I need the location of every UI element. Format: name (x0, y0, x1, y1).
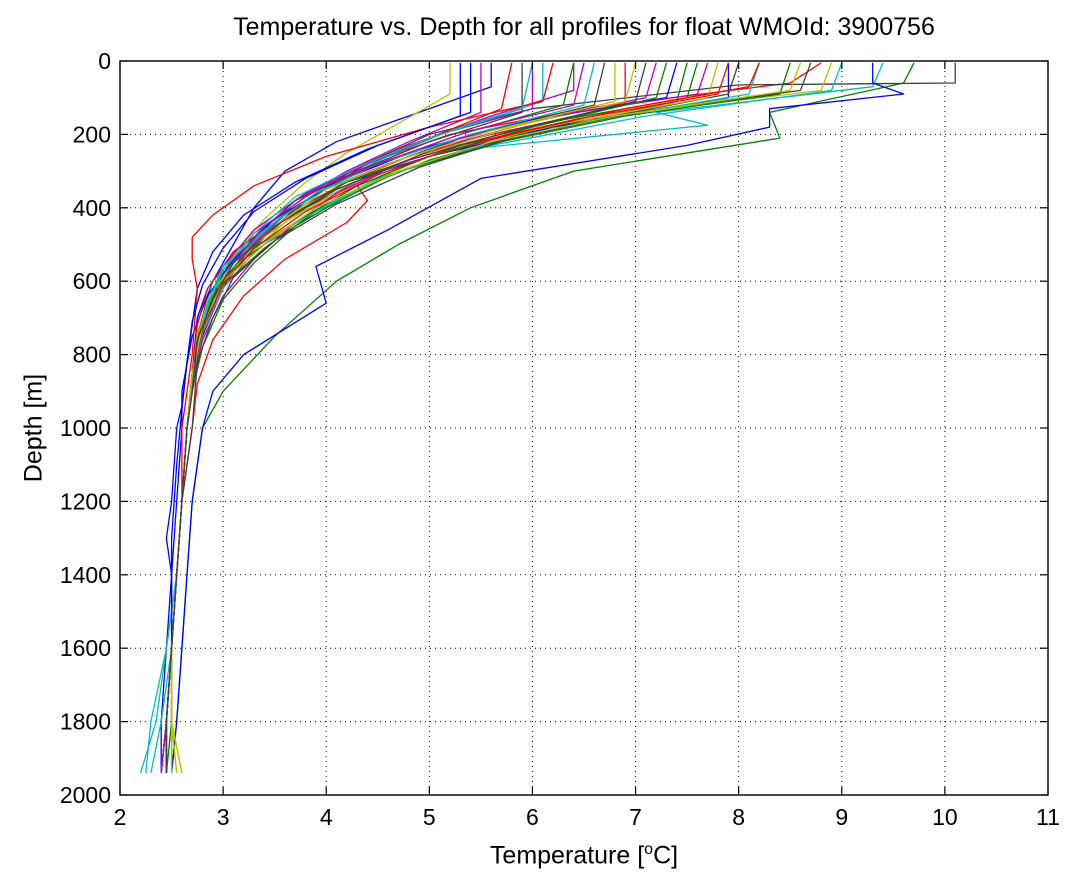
y-tick-label: 400 (73, 195, 111, 221)
profile-line (160, 62, 678, 774)
x-tick-label: 7 (629, 804, 642, 830)
x-tick-label: 6 (526, 804, 539, 830)
y-tick-label: 2000 (60, 782, 111, 808)
profile-line (165, 62, 699, 773)
x-axis-label-prefix: Temperature [ (489, 841, 645, 870)
y-tick-label: 800 (73, 342, 111, 368)
y-tick-label: 600 (73, 268, 111, 294)
profile-line (170, 62, 905, 774)
chart-title: Temperature vs. Depth for all profiles f… (233, 13, 935, 41)
profile-line (160, 62, 730, 774)
y-tick-label: 1000 (60, 415, 111, 441)
y-tick-label: 1600 (60, 635, 111, 661)
y-tick-label: 0 (98, 48, 111, 74)
profile-line (160, 62, 534, 774)
profile-line (160, 62, 760, 774)
profile-line (165, 62, 730, 773)
plot-area-frame (119, 60, 1049, 796)
profile-line (165, 62, 668, 773)
x-axis-label: Temperature [oC] (120, 841, 1048, 870)
x-tick-label: 11 (1036, 804, 1060, 830)
profile-line (165, 62, 791, 774)
y-tick-label: 200 (73, 121, 111, 147)
profile-line (160, 62, 585, 774)
profile-line (160, 62, 709, 774)
profile-line (160, 62, 513, 774)
x-axis-label-degree: o (644, 841, 654, 858)
x-tick-label: 9 (835, 804, 848, 830)
profile-line (170, 62, 802, 774)
profile-line (139, 62, 884, 774)
y-tick-label: 1400 (60, 562, 111, 588)
y-tick-label: 1800 (60, 709, 111, 735)
profile-line (160, 62, 760, 774)
profile-line (165, 62, 647, 773)
profile-line (160, 62, 956, 774)
y-axis-label: Depth [m] (19, 373, 48, 483)
x-tick-label: 2 (114, 804, 127, 830)
grid-lines (120, 61, 1048, 795)
x-tick-label: 5 (423, 804, 436, 830)
profile-line (165, 62, 523, 773)
y-tick-labels: 0 200 400 600 800 1000 1200 1400 1600 1800 2000 (60, 48, 111, 808)
x-tick-label: 8 (732, 804, 745, 830)
profile-line (170, 62, 915, 774)
profile-line (170, 62, 833, 773)
x-tick-label: 4 (320, 804, 333, 830)
axis-ticks (119, 60, 1049, 796)
profile-line (160, 62, 740, 774)
profile-line (160, 62, 822, 774)
x-tick-label: 3 (217, 804, 230, 830)
y-tick-label: 1200 (60, 488, 111, 514)
x-axis-label-suffix: C] (653, 841, 679, 870)
profile-line (160, 62, 812, 774)
x-tick-labels: 2 3 4 5 6 7 8 9 10 11 (114, 804, 1060, 830)
profile-line (165, 62, 472, 773)
x-tick-label: 10 (932, 804, 958, 830)
profile-lines (139, 62, 956, 774)
profile-line (150, 62, 544, 774)
profile-line (160, 62, 843, 774)
